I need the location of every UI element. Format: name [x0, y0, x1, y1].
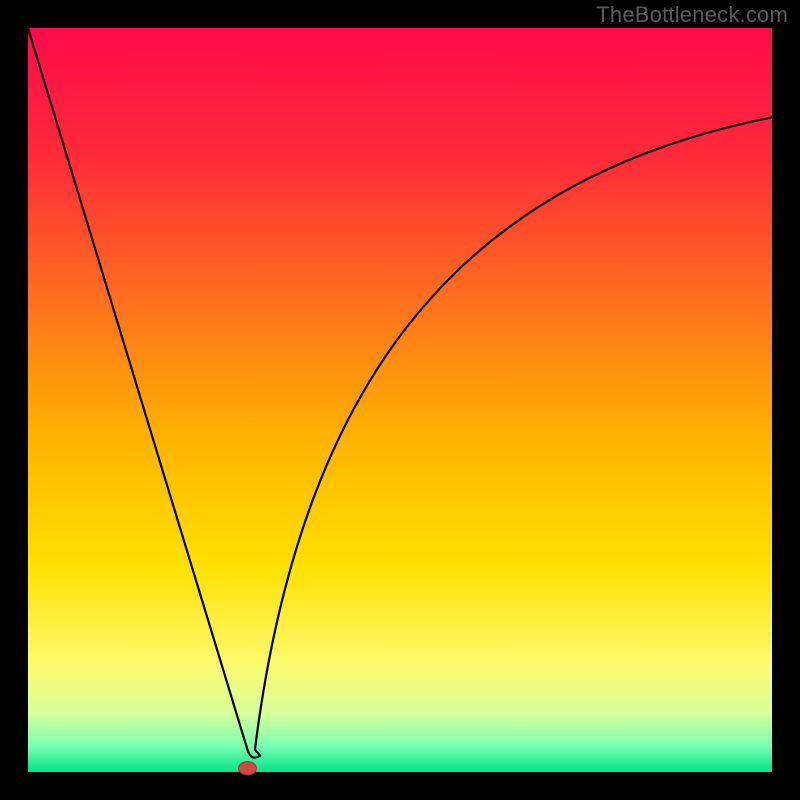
- optimal-marker: [239, 762, 257, 775]
- bottleneck-chart: [0, 0, 800, 800]
- watermark-text: TheBottleneck.com: [596, 2, 788, 28]
- plot-area: [28, 28, 772, 772]
